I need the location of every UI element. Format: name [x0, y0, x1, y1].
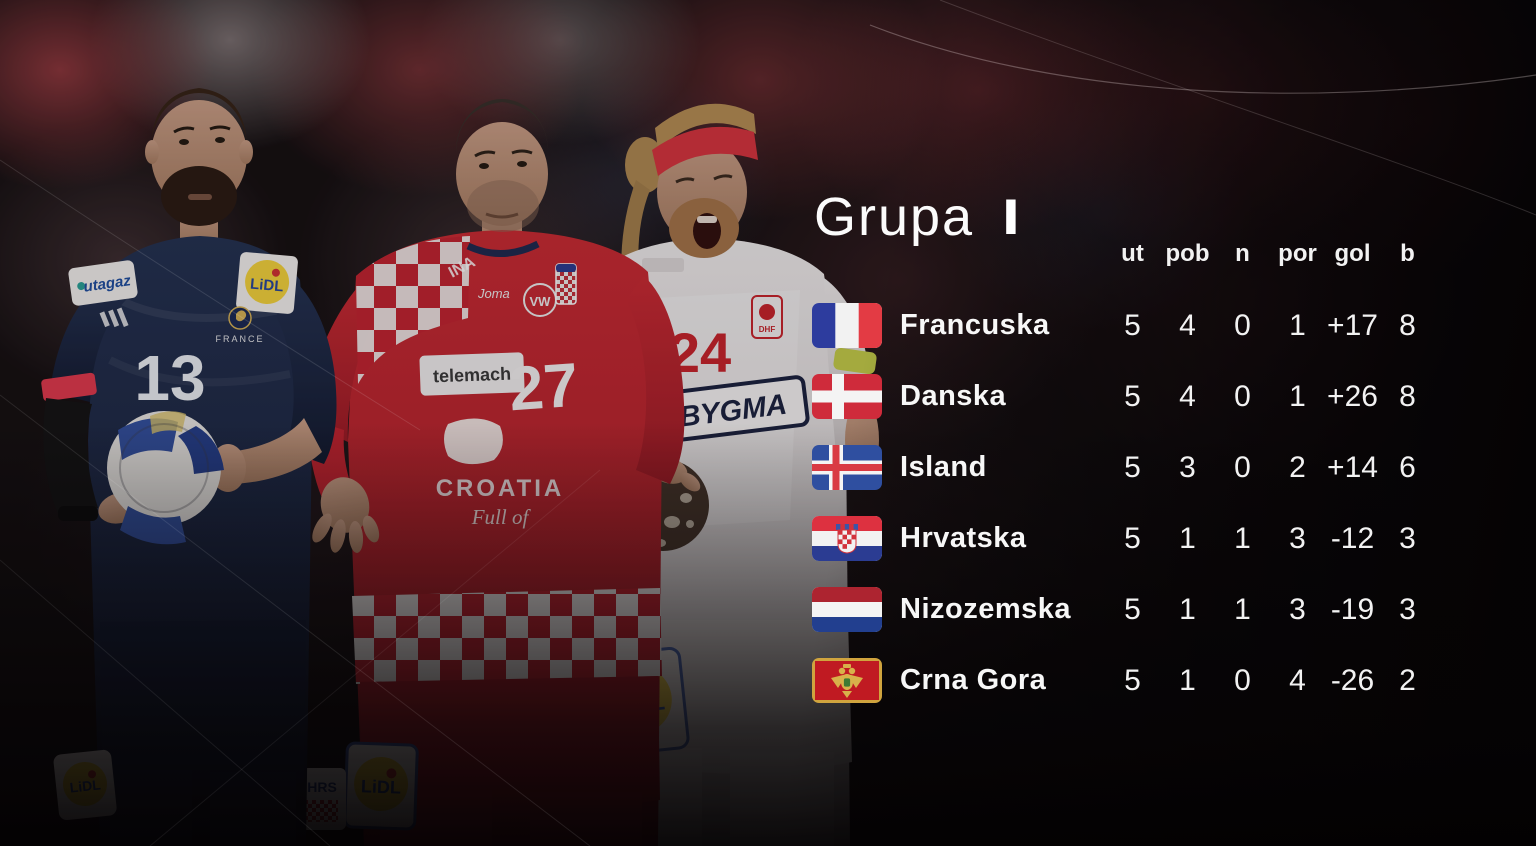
- cell-gol: +26: [1327, 379, 1378, 413]
- table-row-francuska: Francuska 5 4 0 1 +17 8: [812, 290, 1435, 361]
- cell-b: 3: [1399, 592, 1416, 626]
- team-name: Island: [900, 451, 987, 483]
- cell-gol: +14: [1327, 450, 1378, 484]
- cell-gol: +17: [1327, 308, 1378, 342]
- table-row-crna-gora: Crna Gora 5 1 0 4 -26 2: [812, 645, 1435, 716]
- table-row-nizozemska: Nizozemska 5 1 1 3 -19 3: [812, 574, 1435, 645]
- cell-por: 3: [1289, 592, 1306, 626]
- cell-gol: -26: [1330, 663, 1375, 697]
- cell-ut: 5: [1124, 308, 1141, 342]
- group-title-label: Grupa: [814, 187, 975, 247]
- flag-croatia-icon: [812, 516, 882, 561]
- group-title: Grupa I: [814, 186, 1021, 248]
- group-number: I: [1002, 189, 1021, 245]
- table-row-danska: Danska 5 4 0 1 +26 8: [812, 361, 1435, 432]
- cell-b: 2: [1399, 663, 1416, 697]
- cell-por: 2: [1289, 450, 1306, 484]
- cell-b: 3: [1399, 521, 1416, 555]
- cell-ut: 5: [1124, 663, 1141, 697]
- team-name: Hrvatska: [900, 522, 1027, 554]
- column-header-pob: pob: [1165, 240, 1210, 267]
- cell-n: 0: [1234, 308, 1251, 342]
- cell-por: 4: [1289, 663, 1306, 697]
- cell-n: 0: [1234, 663, 1251, 697]
- column-header-b: b: [1400, 240, 1415, 267]
- cell-n: 1: [1234, 521, 1251, 555]
- cell-ut: 5: [1124, 379, 1141, 413]
- team-name: Francuska: [900, 309, 1050, 341]
- cell-n: 0: [1234, 450, 1251, 484]
- flag-netherlands-icon: [812, 587, 882, 632]
- cell-ut: 5: [1124, 450, 1141, 484]
- cell-pob: 1: [1179, 592, 1196, 626]
- cell-b: 6: [1399, 450, 1416, 484]
- standings-rows: Francuska 5 4 0 1 +17 8 Danska 5: [812, 290, 1435, 716]
- cell-por: 1: [1289, 308, 1306, 342]
- team-name: Danska: [900, 380, 1007, 412]
- cell-ut: 5: [1124, 521, 1141, 555]
- column-header-por: por: [1278, 240, 1317, 267]
- column-header-n: n: [1235, 240, 1250, 267]
- cell-pob: 4: [1179, 379, 1196, 413]
- flag-montenegro-icon: [812, 658, 882, 703]
- cell-pob: 4: [1179, 308, 1196, 342]
- cell-gol: -12: [1330, 521, 1375, 555]
- cell-gol: -19: [1330, 592, 1375, 626]
- flag-france-icon: [812, 303, 882, 348]
- flag-iceland-icon: [812, 445, 882, 490]
- flag-denmark-icon: [812, 374, 882, 419]
- team-name: Crna Gora: [900, 664, 1047, 696]
- cell-b: 8: [1399, 379, 1416, 413]
- team-name: Nizozemska: [900, 593, 1072, 625]
- cell-por: 3: [1289, 521, 1306, 555]
- cell-n: 1: [1234, 592, 1251, 626]
- cell-b: 8: [1399, 308, 1416, 342]
- cell-n: 0: [1234, 379, 1251, 413]
- column-header-gol: gol: [1334, 240, 1371, 267]
- table-header-row: ut pob n por gol b: [1105, 240, 1435, 268]
- cell-pob: 1: [1179, 521, 1196, 555]
- cell-ut: 5: [1124, 592, 1141, 626]
- column-header-ut: ut: [1121, 240, 1144, 267]
- cell-pob: 1: [1179, 663, 1196, 697]
- cell-por: 1: [1289, 379, 1306, 413]
- table-row-island: Island 5 3 0 2 +14 6: [812, 432, 1435, 503]
- table-row-hrvatska: Hrvatska 5 1 1 3 -12 3: [812, 503, 1435, 574]
- cell-pob: 3: [1179, 450, 1196, 484]
